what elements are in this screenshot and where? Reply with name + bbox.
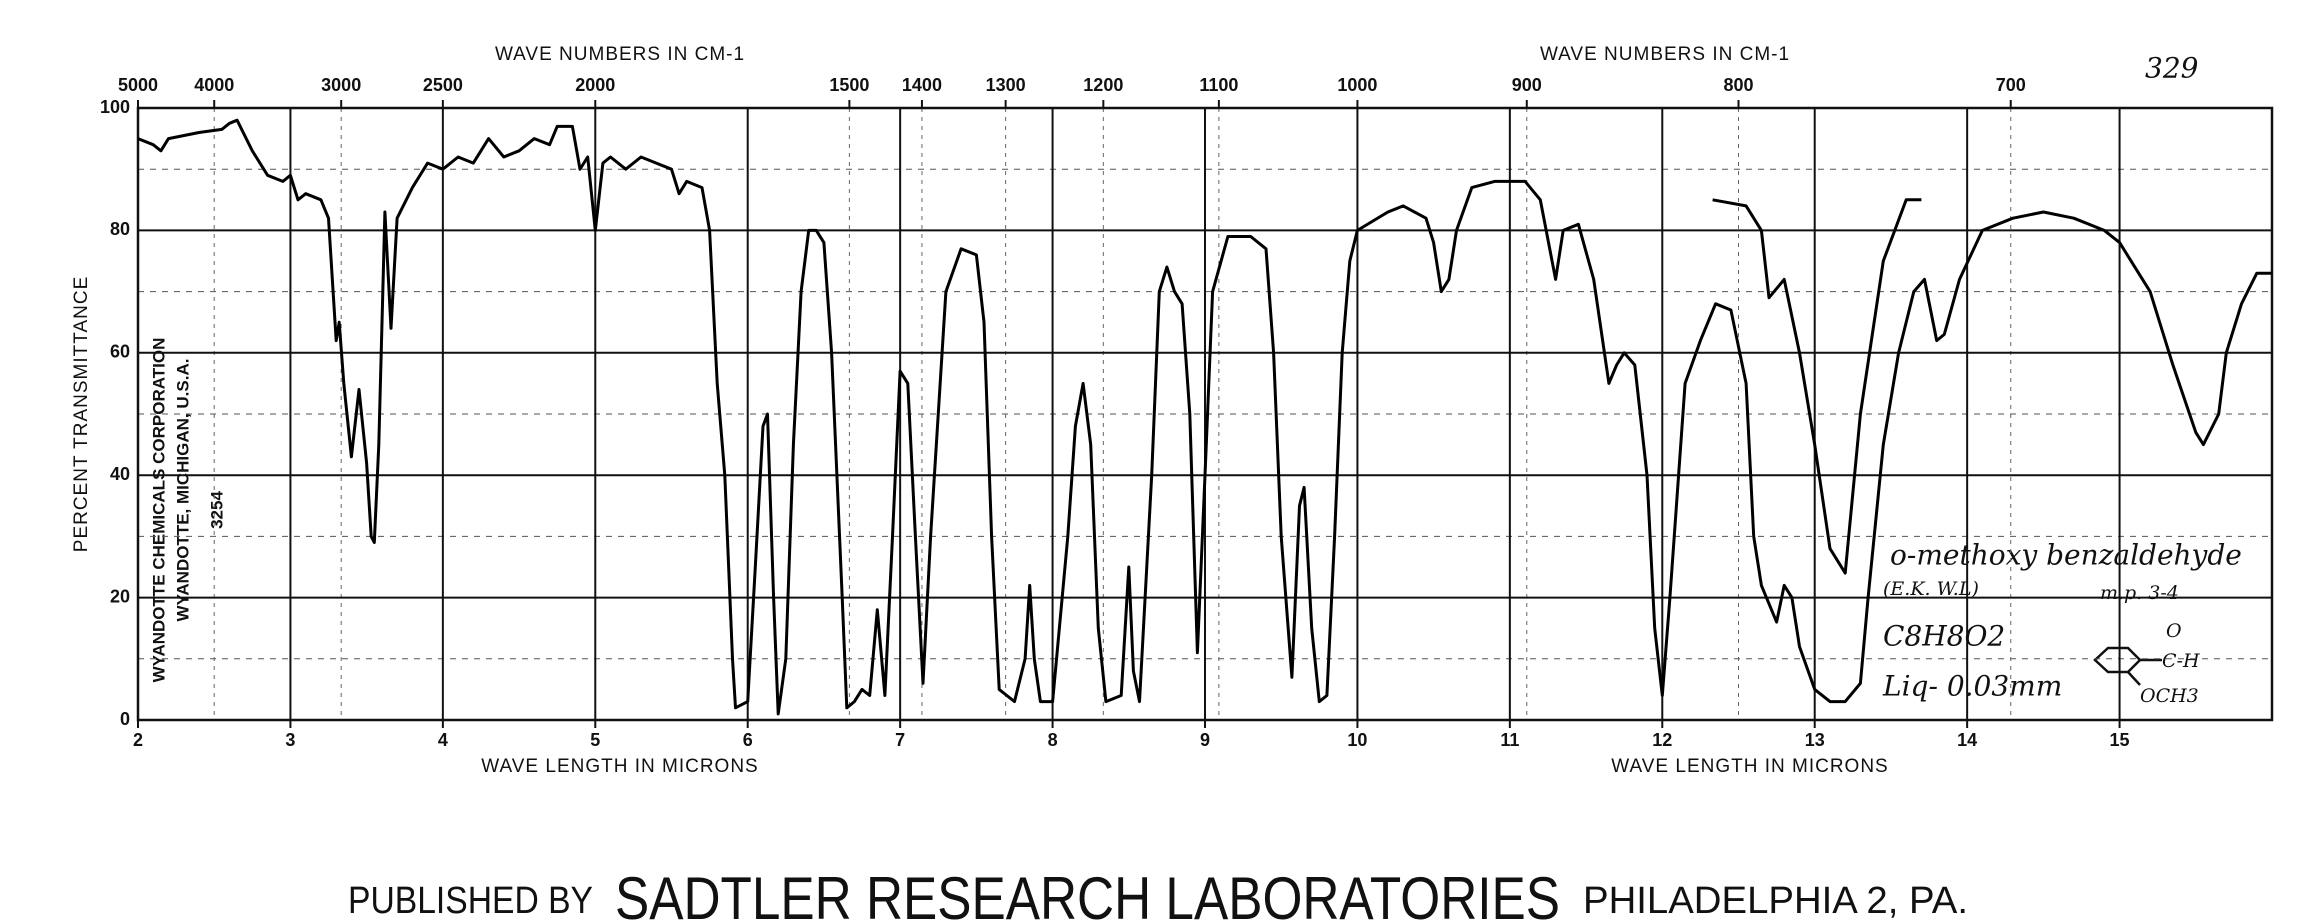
top-axis-label: WAVE NUMBERS IN CM-1 bbox=[1540, 44, 1790, 65]
corporation: WYANDOTTE CHEMICALS CORPORATION bbox=[149, 338, 168, 683]
formula: C8H8O2 bbox=[1883, 620, 2005, 653]
source: (E.K. W.L) bbox=[1883, 578, 1979, 600]
footer: PUBLISHED BY SADTLER RESEARCH LABORATORI… bbox=[348, 865, 1968, 921]
top-tick-label: 2500 bbox=[423, 75, 463, 95]
y-tick-label: 0 bbox=[120, 709, 130, 729]
x-tick-label: 9 bbox=[1200, 730, 1210, 750]
top-tick-label: 900 bbox=[1512, 75, 1542, 95]
y-tick-label: 40 bbox=[110, 464, 130, 484]
x-tick-label: 13 bbox=[1805, 730, 1825, 750]
x-tick-label: 4 bbox=[438, 730, 448, 750]
x-tick-label: 11 bbox=[1500, 730, 1519, 750]
top-tick-label: 1100 bbox=[1199, 75, 1238, 95]
compound-name: o-methoxy benzaldehyde bbox=[1890, 539, 2242, 572]
x-tick-label: 12 bbox=[1652, 730, 1672, 750]
y-axis-label: PERCENT TRANSMITTANCE bbox=[71, 276, 92, 552]
spectrum-number: 329 bbox=[2145, 52, 2198, 85]
code: 3254 bbox=[207, 491, 226, 529]
x-tick-label: 2 bbox=[133, 730, 143, 750]
top-tick-label: 4000 bbox=[194, 75, 234, 95]
top-tick-label: 1500 bbox=[829, 75, 869, 95]
x-tick-label: 15 bbox=[2110, 730, 2130, 750]
x-tick-label: 8 bbox=[1048, 730, 1058, 750]
x-tick-label: 10 bbox=[1347, 730, 1367, 750]
x-tick-label: 14 bbox=[1957, 730, 1977, 750]
top-tick-label: 800 bbox=[1723, 75, 1753, 95]
x-tick-label: 3 bbox=[285, 730, 295, 750]
footer-center: SADTLER RESEARCH LABORATORIES bbox=[615, 865, 1560, 921]
top-tick-label: 2000 bbox=[575, 75, 615, 95]
x-tick-label: 6 bbox=[743, 730, 753, 750]
spectrum-line bbox=[1712, 198, 1922, 575]
top-tick-label: 1400 bbox=[902, 75, 942, 95]
top-tick-label: 700 bbox=[1996, 75, 2026, 95]
group-label: O bbox=[2166, 620, 2182, 642]
spectrum-line bbox=[137, 118, 2272, 716]
top-tick-label: 1200 bbox=[1083, 75, 1123, 95]
x-axis-label: WAVE LENGTH IN MICRONS bbox=[1611, 756, 1888, 777]
melting-point: m.p. 3-4 bbox=[2100, 582, 2179, 604]
y-tick-label: 80 bbox=[110, 219, 130, 239]
plot-frame bbox=[136, 106, 2274, 722]
footer-left: PUBLISHED BY bbox=[348, 880, 593, 921]
footer-right: PHILADELPHIA 2, PA. bbox=[1583, 880, 1968, 921]
y-tick-label: 100 bbox=[100, 97, 130, 117]
y-tick-label: 20 bbox=[110, 586, 130, 606]
x-axis-label: WAVE LENGTH IN MICRONS bbox=[481, 756, 758, 777]
y-tick-label: 60 bbox=[110, 342, 130, 362]
top-tick-label: 1000 bbox=[1337, 75, 1377, 95]
structure bbox=[2093, 646, 2162, 686]
top-tick-label: 1300 bbox=[986, 75, 1026, 95]
top-tick-label: 3000 bbox=[321, 75, 361, 95]
location: WYANDOTTE, MICHIGAN, U.S.A. bbox=[173, 359, 192, 622]
top-tick-label: 5000 bbox=[118, 75, 158, 95]
sample: Liq- 0.03mm bbox=[1882, 670, 2062, 703]
group-label: C-H bbox=[2162, 650, 2200, 672]
bond bbox=[2127, 671, 2141, 686]
x-tick-label: 7 bbox=[895, 730, 905, 750]
x-tick-label: 5 bbox=[590, 730, 600, 750]
top-axis-label: WAVE NUMBERS IN CM-1 bbox=[495, 44, 745, 65]
group-label: OCH3 bbox=[2140, 685, 2199, 707]
